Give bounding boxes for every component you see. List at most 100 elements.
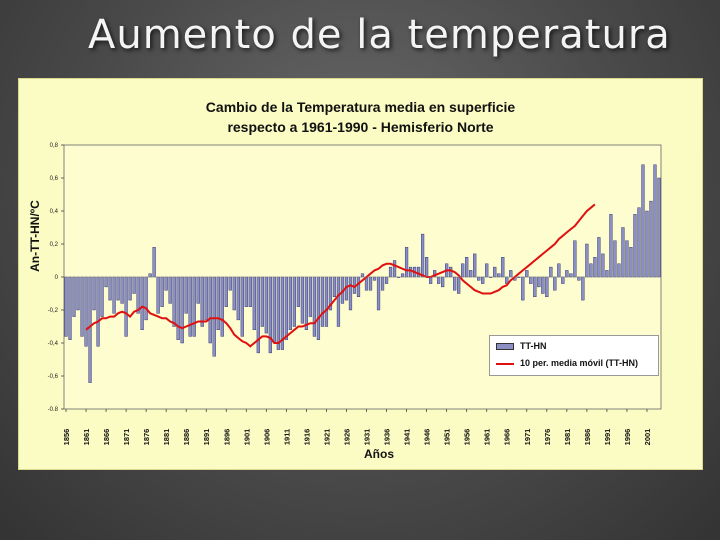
moving-average-line (85, 203, 596, 348)
y-tick-label: -0,4 (48, 341, 59, 347)
bar (609, 214, 613, 278)
bar (497, 273, 501, 278)
bar (64, 276, 68, 337)
bar (465, 256, 469, 278)
bar (80, 276, 84, 337)
bar (296, 276, 300, 307)
y-axis: -0.8 -0,6 -0,4 -0,2 0 0,2 0,4 0,6 0,8 (48, 143, 661, 413)
x-tick-label: 1881 (162, 429, 171, 446)
x-tick-label: 1916 (302, 429, 311, 446)
x-tick-label: 1936 (383, 429, 392, 446)
bar (457, 276, 461, 294)
bar (276, 276, 280, 350)
x-tick-label: 1921 (322, 429, 331, 446)
bar (633, 214, 637, 278)
bar (537, 276, 541, 288)
bar (196, 276, 200, 304)
bar (477, 276, 481, 281)
bar (360, 273, 365, 278)
y-tick-label: 0,2 (50, 242, 59, 248)
bar (260, 276, 264, 327)
bar (356, 276, 361, 297)
bar (420, 233, 425, 278)
bar (388, 266, 393, 278)
bar (569, 273, 573, 278)
bar (376, 276, 381, 311)
bar (192, 276, 196, 337)
bar (649, 200, 653, 278)
bar (248, 276, 252, 307)
bar (268, 276, 272, 354)
bar (116, 276, 120, 301)
bar (104, 276, 108, 288)
bar (557, 263, 561, 278)
bar (156, 276, 160, 314)
bar (549, 266, 553, 278)
bar (617, 263, 621, 278)
x-tick-label: 2001 (643, 429, 652, 446)
y-tick-label: -0,6 (48, 374, 59, 380)
bar (288, 276, 292, 330)
bar (392, 260, 397, 278)
y-tick-label: -0.8 (48, 407, 59, 413)
bar (108, 276, 112, 301)
bar (441, 276, 445, 288)
bar (232, 276, 236, 311)
bar (208, 276, 212, 344)
bar (565, 270, 569, 278)
bar (68, 276, 72, 340)
chart-title-line-1: Cambio de la Temperatura media en superf… (205, 99, 516, 115)
bar (416, 266, 421, 278)
bar (404, 247, 409, 278)
bar (292, 276, 296, 327)
x-tick-label: 1986 (583, 429, 592, 446)
bar (597, 237, 601, 278)
bar (613, 240, 617, 278)
bar (308, 276, 313, 317)
bar (120, 276, 124, 304)
bar (384, 276, 389, 284)
bar (244, 276, 248, 307)
x-tick-label: 1861 (82, 429, 91, 446)
bar (180, 276, 184, 344)
bar (168, 276, 172, 304)
bar (368, 276, 373, 291)
bar (481, 276, 485, 284)
bar (128, 276, 132, 301)
bar (336, 276, 341, 327)
bar (577, 276, 581, 281)
legend-swatch-bars (496, 343, 514, 350)
bar (152, 247, 156, 278)
bar (272, 276, 276, 344)
bar (553, 276, 557, 291)
bar (469, 270, 473, 278)
bar (132, 276, 136, 294)
bar (573, 240, 577, 278)
bar (637, 207, 641, 278)
bar (96, 276, 100, 347)
x-tick-label: 1971 (523, 429, 532, 446)
x-tick-label: 1871 (122, 429, 131, 446)
bar (312, 276, 317, 337)
bar (645, 210, 649, 278)
bar (300, 276, 305, 324)
bar (529, 276, 533, 284)
y-tick-label: 0 (55, 275, 59, 281)
legend-label-line: 10 per. media móvil (TT-HN) (520, 358, 639, 368)
x-tick-label: 1946 (423, 429, 432, 446)
bar (212, 276, 216, 357)
bar (601, 253, 605, 278)
x-tick-label: 1951 (443, 429, 452, 446)
bar (425, 256, 429, 278)
x-tick-label: 1876 (142, 429, 151, 446)
bar (589, 263, 593, 278)
bar (437, 276, 441, 284)
legend-label-bars: TT-HN (520, 341, 547, 351)
bar (316, 276, 321, 340)
x-tick-label: 1911 (282, 429, 291, 445)
bar (657, 177, 661, 278)
bar (561, 276, 565, 284)
x-tick-label: 1906 (262, 429, 271, 446)
bar (172, 276, 176, 327)
bar (84, 276, 88, 347)
